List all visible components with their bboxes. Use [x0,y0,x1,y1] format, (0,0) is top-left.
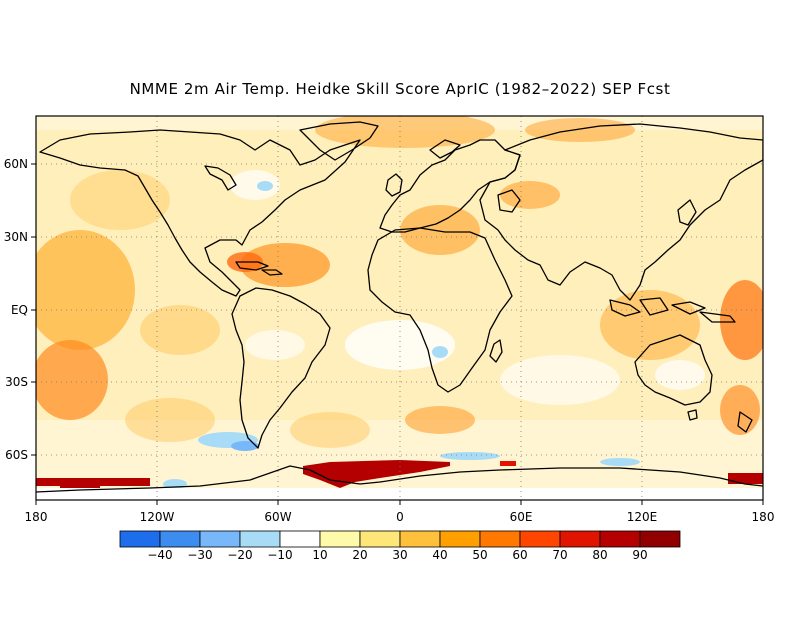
colorbar-tick-label: −20 [227,548,252,562]
colorbar-tick-label: 90 [632,548,647,562]
lat-label: 30N [4,230,28,244]
asia-coast [479,123,763,301]
coastlines [36,121,763,493]
latitude-axis: 60N 30N EQ 30S 60S [4,157,36,462]
colorbar-tick-label: 50 [472,548,487,562]
lat-label: 60N [4,157,28,171]
africa-coast [367,227,513,393]
lon-label: 180 [752,510,775,524]
colorbar-swatch [599,530,641,548]
colorbar-swatch [439,530,481,548]
lon-label: 60E [510,510,533,524]
colorbar-tick-label: 80 [592,548,607,562]
colorbar-swatch [319,530,361,548]
colorbar-swatch [359,530,401,548]
map-panel [36,116,763,500]
colorbar-labels: −40 −30 −20 −10 10 20 30 40 50 60 70 80 90 [147,548,647,562]
colorbar-swatches [119,530,681,548]
colorbar-swatch [159,530,201,548]
graticule [36,116,763,500]
lon-label: 120E [627,510,658,524]
map-title: NMME 2m Air Temp. Heidke Skill Score Apr… [130,80,671,98]
colorbar-swatch [559,530,601,548]
colorbar-tick-label: 70 [552,548,567,562]
colorbar-tick-label: 40 [432,548,447,562]
colorbar-tick-label: 20 [352,548,367,562]
antarctica-coast [36,465,763,493]
colorbar-swatch [199,530,241,548]
lon-label: 120W [140,510,175,524]
colorbar-tick-label: 60 [512,548,527,562]
colorbar-tick-label: −30 [187,548,212,562]
colorbar-swatch [119,530,161,548]
colorbar-swatch [519,530,561,548]
skill-field [36,116,763,500]
colorbar-swatch [479,530,521,548]
lon-label: 0 [396,510,404,524]
colorbar-swatch [279,530,321,548]
colorbar-swatch [639,530,681,548]
lat-label: EQ [11,303,28,317]
lon-label: 60W [264,510,291,524]
colorbar-tick-label: −40 [147,548,172,562]
colorbar-swatch [239,530,281,548]
colorbar-tick-label: 30 [392,548,407,562]
colorbar: −40 −30 −20 −10 10 20 30 40 50 60 70 80 90 [119,530,681,562]
north-america-coast [39,129,361,297]
colorbar-tick-label: 10 [312,548,327,562]
colorbar-swatch [399,530,441,548]
lon-label: 180 [25,510,48,524]
greenland-coast [299,121,379,161]
colorbar-tick-label: −10 [267,548,292,562]
longitude-axis: 180 120W 60W 0 60E 120E 180 [25,500,775,524]
lat-label: 30S [5,375,28,389]
lat-label: 60S [5,448,28,462]
south-america-coast [231,287,331,449]
australia-coast [634,334,713,406]
